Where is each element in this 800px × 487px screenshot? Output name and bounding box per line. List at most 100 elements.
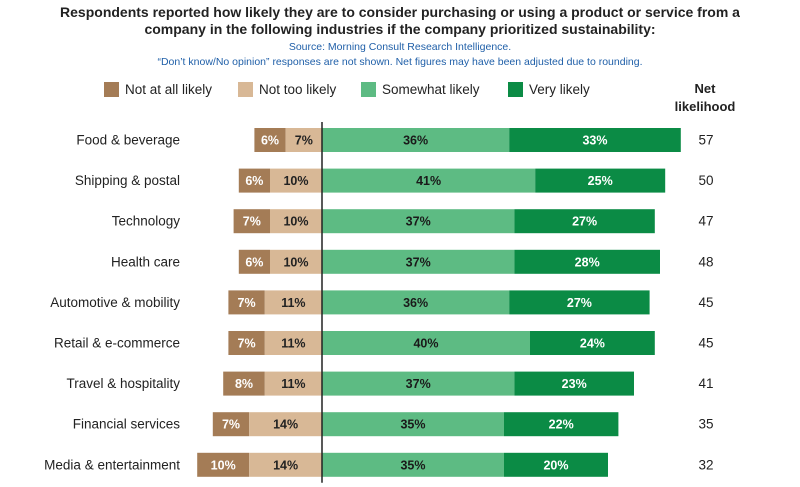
bar-very-shipping-and-postal [535,168,666,193]
label-somewhat-financial-services: 35% [400,418,425,432]
bar-very-financial-services [504,412,619,437]
category-label-shipping-and-postal: Shipping & postal [75,173,180,188]
net-likelihood-retail-and-e-commerce: 45 [698,336,713,351]
chart-title-line-2: company in the following industries if t… [144,21,656,37]
category-label-food-and-beverage: Food & beverage [76,133,180,148]
bar-very-technology [514,209,655,234]
bar-not-at-all-automotive-and-mobility [228,290,265,315]
label-very-food-and-beverage: 33% [582,134,607,148]
net-likelihood-technology: 47 [698,214,713,229]
label-somewhat-media-and-entertainment: 35% [400,458,425,472]
legend-very-likely: Very likely [508,81,590,97]
legend-label-not-too: Not too likely [259,81,337,97]
legend-swatch-very [508,81,523,97]
bar-not-at-all-financial-services [212,412,250,437]
label-not-too-food-and-beverage: 7% [295,134,313,148]
category-label-media-and-entertainment: Media & entertainment [44,457,180,472]
bar-very-travel-and-hospitality [514,371,634,396]
label-very-technology: 27% [572,215,597,229]
bar-somewhat-health-care [322,249,515,274]
label-not-at-all-automotive-and-mobility: 7% [238,296,256,310]
net-likelihood-automotive-and-mobility: 45 [698,295,713,310]
bar-not-at-all-travel-and-hospitality [223,371,265,396]
label-not-too-technology: 10% [283,215,308,229]
bar-very-food-and-beverage [509,128,681,152]
net-likelihood-header: Net likelihood [670,80,740,116]
footnote: “Don’t know/No opinion” responses are no… [157,56,643,68]
net-header-line-2: likelihood [674,99,736,114]
bar-very-media-and-entertainment [504,452,608,477]
label-somewhat-retail-and-e-commerce: 40% [413,337,438,351]
category-label-retail-and-e-commerce: Retail & e-commerce [54,336,180,351]
label-not-at-all-retail-and-e-commerce: 7% [238,337,256,351]
legend-somewhat-likely: Somewhat likely [361,81,480,97]
legend-swatch-somewhat [361,81,376,97]
bar-somewhat-retail-and-e-commerce [322,331,530,355]
legend-label-somewhat: Somewhat likely [382,81,480,97]
category-label-health-care: Health care [111,254,180,269]
label-very-financial-services: 22% [549,418,574,432]
label-very-automotive-and-mobility: 27% [567,296,592,310]
bar-somewhat-travel-and-hospitality [322,371,515,396]
legend-not-at-all-likely: Not at all likely [104,81,212,97]
bar-not-too-health-care [270,249,322,274]
net-likelihood-media-and-entertainment: 32 [698,457,713,472]
bar-not-at-all-shipping-and-postal [238,168,270,193]
label-somewhat-automotive-and-mobility: 36% [403,296,428,310]
net-likelihood-financial-services: 35 [698,417,713,432]
category-label-financial-services: Financial services [73,417,181,432]
bar-not-too-financial-services [249,412,322,437]
label-not-too-automotive-and-mobility: 11% [281,296,305,310]
bar-very-automotive-and-mobility [509,290,650,315]
label-very-media-and-entertainment: 20% [543,458,568,472]
bar-somewhat-shipping-and-postal [322,168,536,193]
label-not-at-all-shipping-and-postal: 6% [245,174,263,188]
label-somewhat-travel-and-hospitality: 37% [406,377,431,391]
category-label-travel-and-hospitality: Travel & hospitality [66,376,180,391]
label-not-too-media-and-entertainment: 14% [273,458,298,472]
bar-somewhat-financial-services [322,412,504,437]
legend-swatch-not-at-all [104,81,119,97]
label-somewhat-health-care: 37% [406,255,431,269]
legend-label-very: Very likely [529,81,590,97]
bar-very-retail-and-e-commerce [530,331,655,355]
net-likelihood-food-and-beverage: 57 [698,133,713,148]
label-somewhat-food-and-beverage: 36% [403,134,428,148]
category-label-automotive-and-mobility: Automotive & mobility [50,295,180,310]
label-very-health-care: 28% [575,255,600,269]
label-not-at-all-technology: 7% [243,215,261,229]
label-not-at-all-media-and-entertainment: 10% [211,458,236,472]
net-likelihood-health-care: 48 [698,254,713,269]
legend-not-too-likely: Not too likely [238,81,336,97]
bar-somewhat-technology [322,209,515,234]
label-not-at-all-food-and-beverage: 6% [261,134,279,148]
bar-not-too-automotive-and-mobility [264,290,322,315]
label-not-at-all-financial-services: 7% [222,418,240,432]
label-not-too-shipping-and-postal: 10% [283,174,308,188]
label-not-at-all-travel-and-hospitality: 8% [235,377,253,391]
label-not-too-retail-and-e-commerce: 11% [281,337,305,351]
label-very-shipping-and-postal: 25% [588,174,613,188]
label-somewhat-shipping-and-postal: 41% [416,174,441,188]
label-not-too-health-care: 10% [283,255,308,269]
bar-somewhat-food-and-beverage [322,128,510,152]
bar-not-at-all-food-and-beverage [254,128,286,152]
bar-not-at-all-technology [233,209,270,234]
net-likelihood-shipping-and-postal: 50 [698,173,713,188]
legend-label-not-at-all: Not at all likely [125,81,213,97]
bar-not-too-shipping-and-postal [270,168,322,193]
bar-not-at-all-retail-and-e-commerce [228,331,265,355]
category-label-technology: Technology [112,214,181,229]
bar-not-too-technology [270,209,322,234]
net-likelihood-travel-and-hospitality: 41 [698,376,713,391]
bar-not-too-food-and-beverage [285,128,322,152]
chart-title-line-1: Respondents reported how likely they are… [60,4,740,20]
bar-not-too-travel-and-hospitality [264,371,322,396]
legend-swatch-not-too [238,81,253,97]
source-note: Source: Morning Consult Research Intelli… [288,41,512,53]
bar-somewhat-automotive-and-mobility [322,290,510,315]
label-somewhat-technology: 37% [406,215,431,229]
label-very-retail-and-e-commerce: 24% [580,337,605,351]
bar-not-at-all-media-and-entertainment [197,452,250,477]
